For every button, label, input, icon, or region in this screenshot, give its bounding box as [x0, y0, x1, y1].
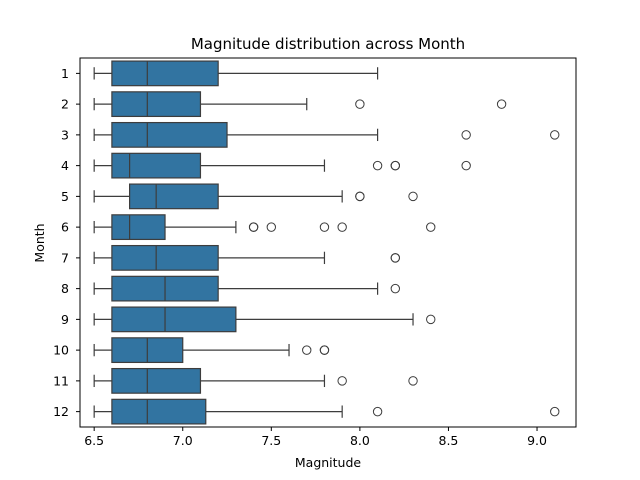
- outlier-point: [266, 222, 277, 232]
- outlier-point: [408, 191, 418, 202]
- box: [111, 214, 166, 241]
- box: [111, 398, 207, 425]
- outlier-point: [408, 376, 418, 386]
- box: [111, 152, 202, 179]
- outlier-point: [372, 406, 383, 417]
- outlier-point: [390, 160, 401, 171]
- outlier-point: [302, 345, 312, 355]
- y-tick-label: 12: [53, 404, 69, 419]
- outlier-point: [390, 253, 401, 263]
- x-tick-label: 7.5: [261, 433, 281, 448]
- x-tick-label: 6.5: [84, 433, 104, 448]
- y-tick-label: 11: [53, 373, 69, 388]
- x-tick-label: 8.5: [439, 433, 459, 448]
- outlier-point: [550, 406, 560, 417]
- outlier-point: [319, 345, 330, 355]
- y-tick-label: 4: [61, 158, 69, 173]
- box: [111, 121, 228, 148]
- outlier-point: [550, 130, 560, 140]
- x-tick-label: 9.0: [527, 433, 547, 448]
- y-tick-label: 5: [61, 189, 69, 204]
- y-tick-label: 8: [61, 281, 69, 296]
- outlier-point: [355, 99, 365, 109]
- box: [129, 183, 219, 210]
- y-tick-label: 7: [61, 250, 69, 265]
- y-tick-label: 1: [61, 66, 69, 81]
- outlier-point: [426, 314, 436, 325]
- x-tick-label: 7.0: [173, 433, 193, 448]
- y-tick-label: 10: [53, 343, 69, 358]
- box: [111, 367, 202, 394]
- outlier-point: [390, 283, 401, 294]
- y-tick-label: 2: [61, 97, 69, 112]
- outlier-point: [372, 160, 383, 171]
- y-tick-label: 3: [61, 127, 69, 142]
- outlier-point: [496, 99, 507, 109]
- outlier-point: [337, 376, 347, 386]
- outlier-point: [461, 130, 471, 140]
- box: [111, 244, 219, 271]
- y-tick-label: 6: [61, 220, 69, 235]
- outlier-point: [319, 222, 330, 232]
- plot-frame: [79, 57, 577, 428]
- box: [111, 306, 237, 333]
- box: [111, 60, 219, 87]
- outlier-point: [461, 160, 471, 171]
- y-tick-label: 9: [61, 312, 69, 327]
- box: [111, 91, 202, 118]
- outlier-point: [426, 222, 436, 232]
- chart-title: Magnitude distribution across Month: [191, 35, 465, 53]
- outlier-point: [355, 191, 365, 202]
- y-axis-label: Month: [32, 223, 47, 262]
- outlier-point: [337, 222, 347, 232]
- x-tick-label: 8.0: [350, 433, 370, 448]
- x-axis-label: Magnitude: [295, 455, 362, 470]
- outlier-point: [248, 222, 259, 232]
